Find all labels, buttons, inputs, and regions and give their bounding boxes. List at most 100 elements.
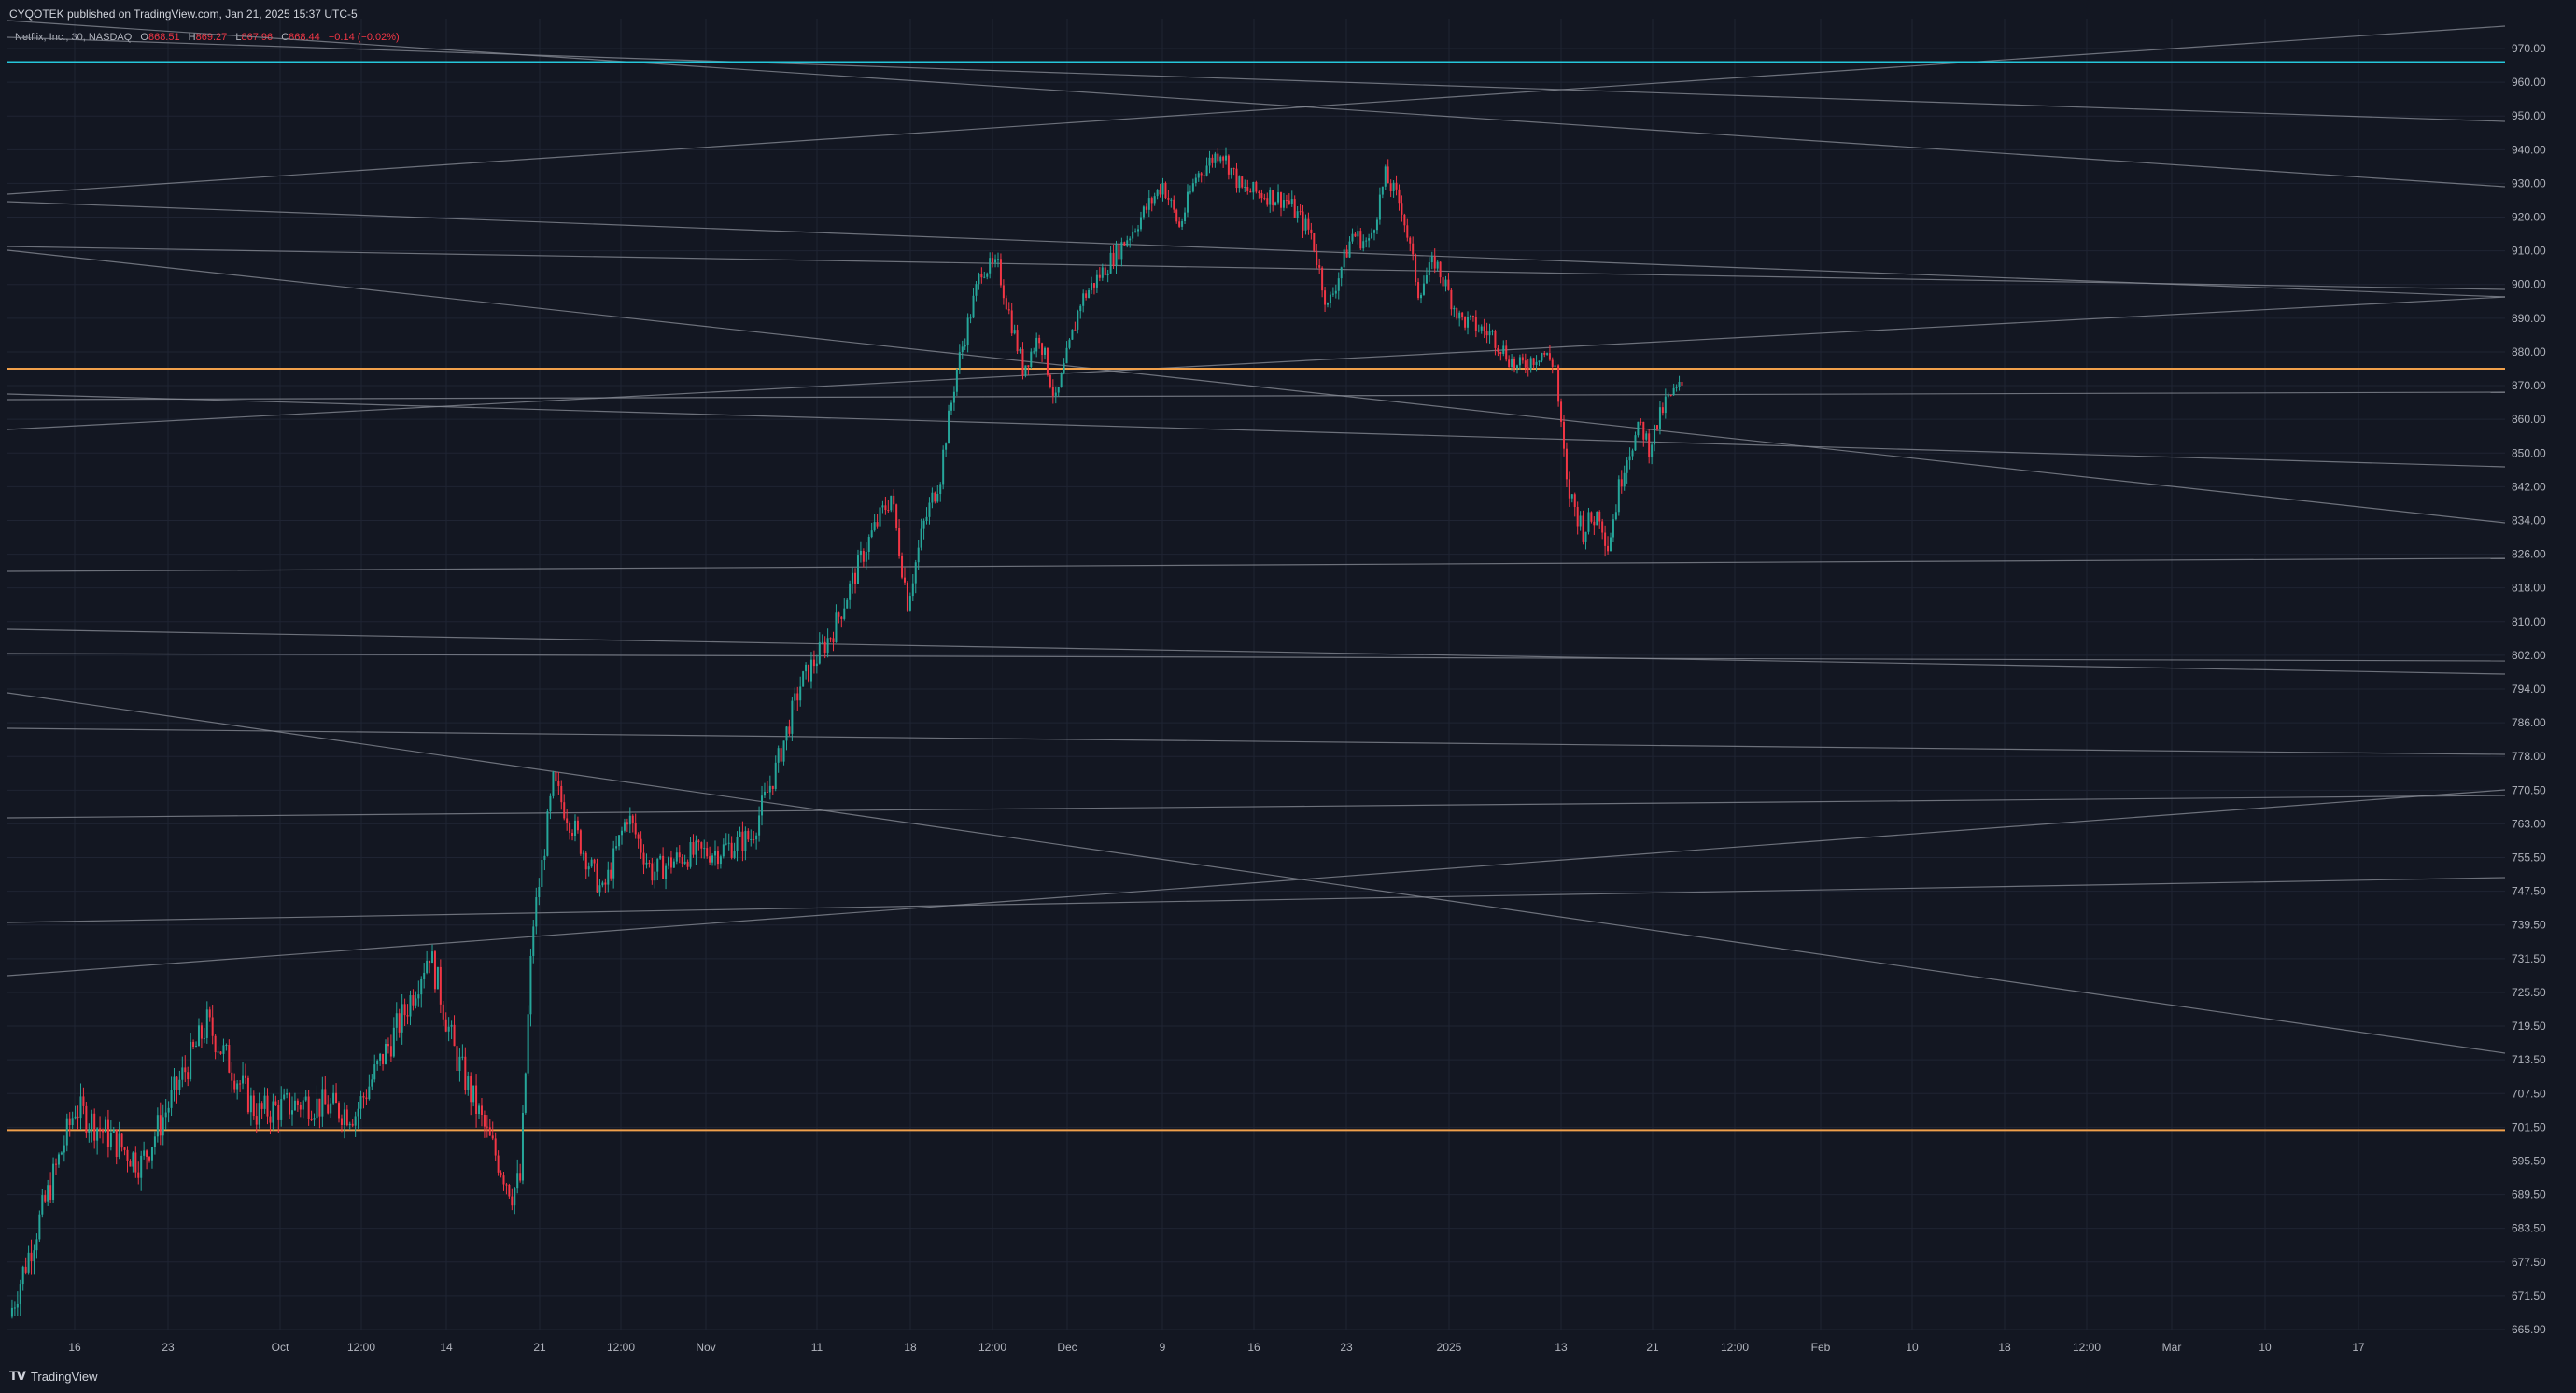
candle (1010, 303, 1013, 336)
candle (920, 518, 922, 551)
candle (994, 254, 997, 268)
candle (1579, 511, 1582, 531)
candle (846, 598, 849, 609)
candle (318, 1098, 321, 1129)
candle (491, 1121, 494, 1141)
candle (741, 821, 744, 862)
candle (211, 1005, 214, 1045)
candle (1063, 358, 1065, 375)
candle (854, 568, 857, 594)
x-tick-label: 2025 (1437, 1341, 1462, 1354)
candle (532, 919, 535, 964)
candle (1164, 181, 1167, 200)
candle (637, 832, 640, 849)
candle (1642, 421, 1645, 447)
candle (730, 836, 733, 860)
candle (1464, 316, 1467, 331)
candle (936, 485, 939, 503)
candle (60, 1151, 63, 1156)
candle (1511, 354, 1513, 371)
candle (296, 1098, 299, 1112)
candle (1208, 150, 1211, 174)
candle (972, 288, 975, 319)
candle (1120, 237, 1123, 267)
x-tick-label: 21 (1646, 1341, 1659, 1354)
candle (895, 503, 898, 531)
candle (1513, 356, 1516, 373)
candle (865, 542, 867, 570)
candle (1112, 244, 1115, 270)
candle (852, 567, 854, 594)
candle (290, 1096, 293, 1126)
candle (1502, 340, 1505, 357)
candle (1417, 278, 1420, 301)
candle (697, 838, 700, 851)
candle (711, 853, 714, 866)
trendline (7, 36, 2506, 122)
price-axis[interactable]: 970.00 960.00 950.00 940.00 930.00 920.00 910.… (2512, 42, 2546, 1336)
candle (709, 846, 711, 865)
candle (263, 1087, 266, 1114)
candle (514, 1187, 516, 1215)
candle (1560, 398, 1563, 428)
candle (669, 850, 672, 874)
candle (1071, 329, 1074, 340)
candle (269, 1110, 272, 1134)
candle (1538, 360, 1541, 367)
candle (102, 1128, 105, 1144)
candle (1661, 402, 1664, 416)
candle (1241, 176, 1244, 189)
time-axis[interactable]: 16 23 Oct 12:00 14 21 12:00 Nov 11 18 12:00 Dec 9 16 2… (68, 1341, 2365, 1354)
candle (901, 552, 904, 580)
candle (197, 1018, 200, 1047)
candle (1217, 148, 1219, 164)
candle (1302, 204, 1304, 238)
candle (733, 842, 736, 860)
candle (1681, 380, 1683, 392)
x-tick-label: 17 (2352, 1341, 2365, 1354)
candle (755, 832, 758, 850)
candle (1420, 292, 1423, 304)
candle (989, 252, 992, 279)
candle (665, 863, 668, 890)
candle (1194, 173, 1197, 187)
candle (65, 1113, 68, 1152)
candle (1024, 365, 1027, 378)
candle (1488, 323, 1491, 344)
candle (768, 775, 771, 800)
candle (681, 854, 683, 868)
candle (488, 1119, 491, 1136)
candle (417, 980, 420, 1007)
candle (150, 1147, 153, 1169)
candle (596, 858, 598, 893)
candle (1161, 177, 1164, 202)
candle (1134, 228, 1137, 233)
candle (700, 841, 703, 859)
candle (1137, 224, 1140, 237)
candle (969, 314, 972, 324)
candle (293, 1092, 296, 1111)
x-tick-label: 21 (533, 1341, 546, 1354)
candle (13, 1301, 16, 1316)
candle (143, 1141, 146, 1160)
candle (1051, 379, 1054, 404)
legend-high-label: H (188, 32, 196, 43)
candle (1430, 251, 1433, 270)
candle (917, 539, 920, 570)
candle (557, 772, 560, 795)
candle (1499, 351, 1502, 361)
candle (722, 838, 725, 859)
candle (385, 1039, 387, 1065)
candle (952, 386, 955, 411)
x-tick-label: 18 (1998, 1341, 2011, 1354)
candle (604, 878, 607, 893)
candle (966, 313, 969, 353)
candle (420, 976, 423, 1008)
brand-name: TradingView (30, 1369, 98, 1384)
candle (310, 1110, 313, 1122)
candle (656, 858, 659, 881)
candle (137, 1161, 140, 1185)
candle (607, 861, 610, 893)
candle (1483, 318, 1485, 339)
